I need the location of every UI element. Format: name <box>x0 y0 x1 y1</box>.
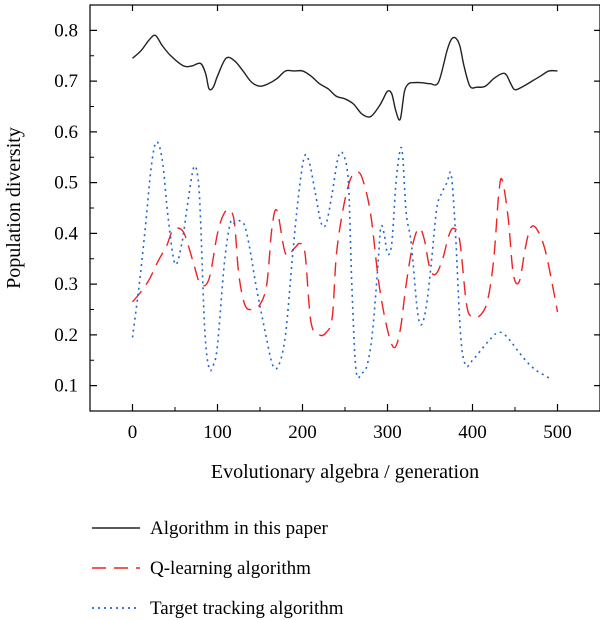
series-line-target-tracking-algorithm <box>131 141 550 379</box>
legend-label-target-tracking-algorithm: Target tracking algorithm <box>150 598 344 619</box>
y-tick-label: 0.4 <box>54 223 78 244</box>
y-tick-label: 0.8 <box>54 20 78 41</box>
series-line-algorithm-in-this-paper <box>132 34 558 121</box>
x-tick-label: 200 <box>288 422 317 443</box>
y-tick-label: 0.6 <box>54 122 78 143</box>
legend: Algorithm in this paper Q-learning algori… <box>92 518 344 619</box>
y-tick-label: 0.3 <box>54 274 78 295</box>
y-axis-title: Population diversity <box>3 127 25 289</box>
series-layer <box>131 34 559 379</box>
y-tick-label: 0.1 <box>54 376 78 397</box>
legend-label-q-learning-algorithm: Q-learning algorithm <box>150 558 311 579</box>
y-tick-label: 0.5 <box>54 173 78 194</box>
legend-label-algorithm-in-this-paper: Algorithm in this paper <box>150 518 329 539</box>
x-tick-label: 100 <box>203 422 232 443</box>
x-tick-label: 300 <box>373 422 402 443</box>
series-line-q-learning-algorithm <box>131 171 559 349</box>
x-axis: 0 100 200 300 400 500 <box>89 5 600 443</box>
x-axis-title: Evolutionary algebra / generation <box>211 461 479 483</box>
x-tick-label: 500 <box>543 422 572 443</box>
x-tick-label: 400 <box>458 422 487 443</box>
x-tick-label: 0 <box>128 422 138 443</box>
y-axis: 0.1 0.2 0.3 0.4 0.5 0.6 0.7 0.8 <box>54 20 600 397</box>
y-tick-label: 0.7 <box>54 71 78 92</box>
y-tick-label: 0.2 <box>54 325 78 346</box>
